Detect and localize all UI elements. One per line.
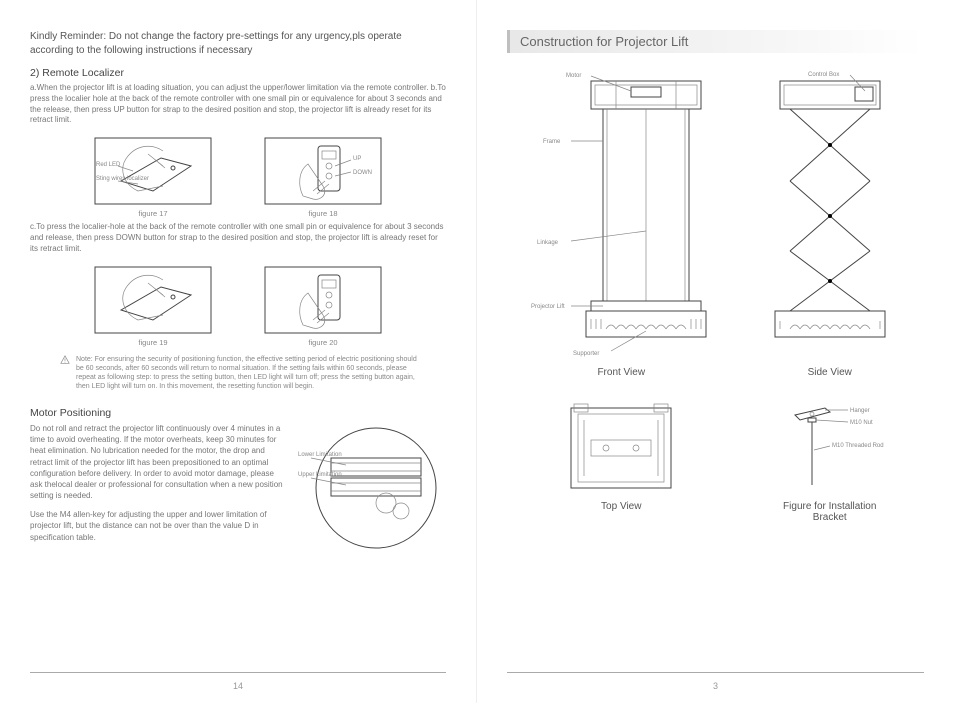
front-view: Motor Frame Linkage Projector Lift Suppo… [531,71,711,378]
installation-bracket: Hanger M10 Nut M10 Threaded Rod Figure f… [760,400,900,523]
figure-18-caption: figure 18 [308,209,337,218]
side-view-svg: Control Box [760,71,900,361]
footer-rule-right [507,672,924,673]
side-view: Control Box Side View [760,71,900,378]
motor-p1: Do not roll and retract the projector li… [30,423,286,501]
figure-row-19-20: figure 19 figure 20 [30,265,446,347]
remote-para-c: c.To press the localier-hole at the back… [30,222,446,254]
motor-label: Motor [566,73,581,79]
motor-positioning-figure: Lower Limitation Upper Limitation [296,423,446,553]
m10-rod-label: M10 Threaded Rod [832,443,884,449]
motor-block: Do not roll and retract the projector li… [30,423,446,553]
figure-19-svg [93,265,213,335]
motor-text: Do not roll and retract the projector li… [30,423,286,553]
top-view-svg [566,400,676,495]
m10-nut-label: M10 Nut [850,420,873,426]
figure-17: Red LED Sting wires localizer figure 17 [93,136,213,218]
sting-wires-label: Sting wires localizer [96,176,149,182]
note-row: Note: For ensuring the security of posit… [60,355,426,391]
red-led-label: Red LED [96,162,121,168]
figure-20-caption: figure 20 [308,338,337,347]
supporter-label: Supporter [573,351,599,357]
lower-limitation-label: Lower Limitation [298,452,342,458]
motor-positioning-heading: Motor Positioning [30,407,446,419]
figure-17-svg: Red LED Sting wires localizer [93,136,213,206]
figure-18: UP DOWN figure 18 [263,136,383,218]
figure-20-svg [263,265,383,335]
page-3: Construction for Projector Lift [477,0,954,703]
remote-para-ab: a.When the projector lift is at loading … [30,83,446,126]
up-label: UP [353,156,361,162]
footer-rule-left [30,672,446,673]
front-view-svg: Motor Frame Linkage Projector Lift Suppo… [531,71,711,361]
hanger-label: Hanger [850,408,870,414]
figure-17-caption: figure 17 [138,209,167,218]
projector-lift-label: Projector Lift [531,304,565,310]
views-row-1: Motor Frame Linkage Projector Lift Suppo… [507,71,924,378]
top-view: Top View [531,400,711,512]
note-text: Note: For ensuring the security of posit… [76,355,426,391]
remote-localizer-heading: 2) Remote Localizer [30,67,446,79]
side-view-label: Side View [808,367,852,378]
views-row-2: Top View Hanger M10 Nut M10 Threaded Rod… [507,400,924,523]
upper-limitation-label: Upper Limitation [298,472,342,478]
reminder-text: Kindly Reminder: Do not change the facto… [30,30,446,57]
section-title: Construction for Projector Lift [507,30,924,53]
page-number-3: 3 [477,681,954,691]
warning-icon [60,355,70,365]
bracket-label: Figure for Installation Bracket [770,501,890,523]
figure-19-caption: figure 19 [138,338,167,347]
page-number-14: 14 [0,681,476,691]
page-14: Kindly Reminder: Do not change the facto… [0,0,477,703]
motor-p2: Use the M4 allen-key for adjusting the u… [30,509,286,543]
linkage-label: Linkage [537,240,559,246]
bracket-svg: Hanger M10 Nut M10 Threaded Rod [770,400,890,495]
figure-row-17-18: Red LED Sting wires localizer figure 17 … [30,136,446,218]
front-view-label: Front View [597,367,645,378]
figure-18-svg: UP DOWN [263,136,383,206]
figure-20: figure 20 [263,265,383,347]
frame-label: Frame [543,139,561,145]
control-box-label: Control Box [808,72,839,78]
top-view-label: Top View [601,501,641,512]
figure-19: figure 19 [93,265,213,347]
down-label: DOWN [353,170,372,176]
